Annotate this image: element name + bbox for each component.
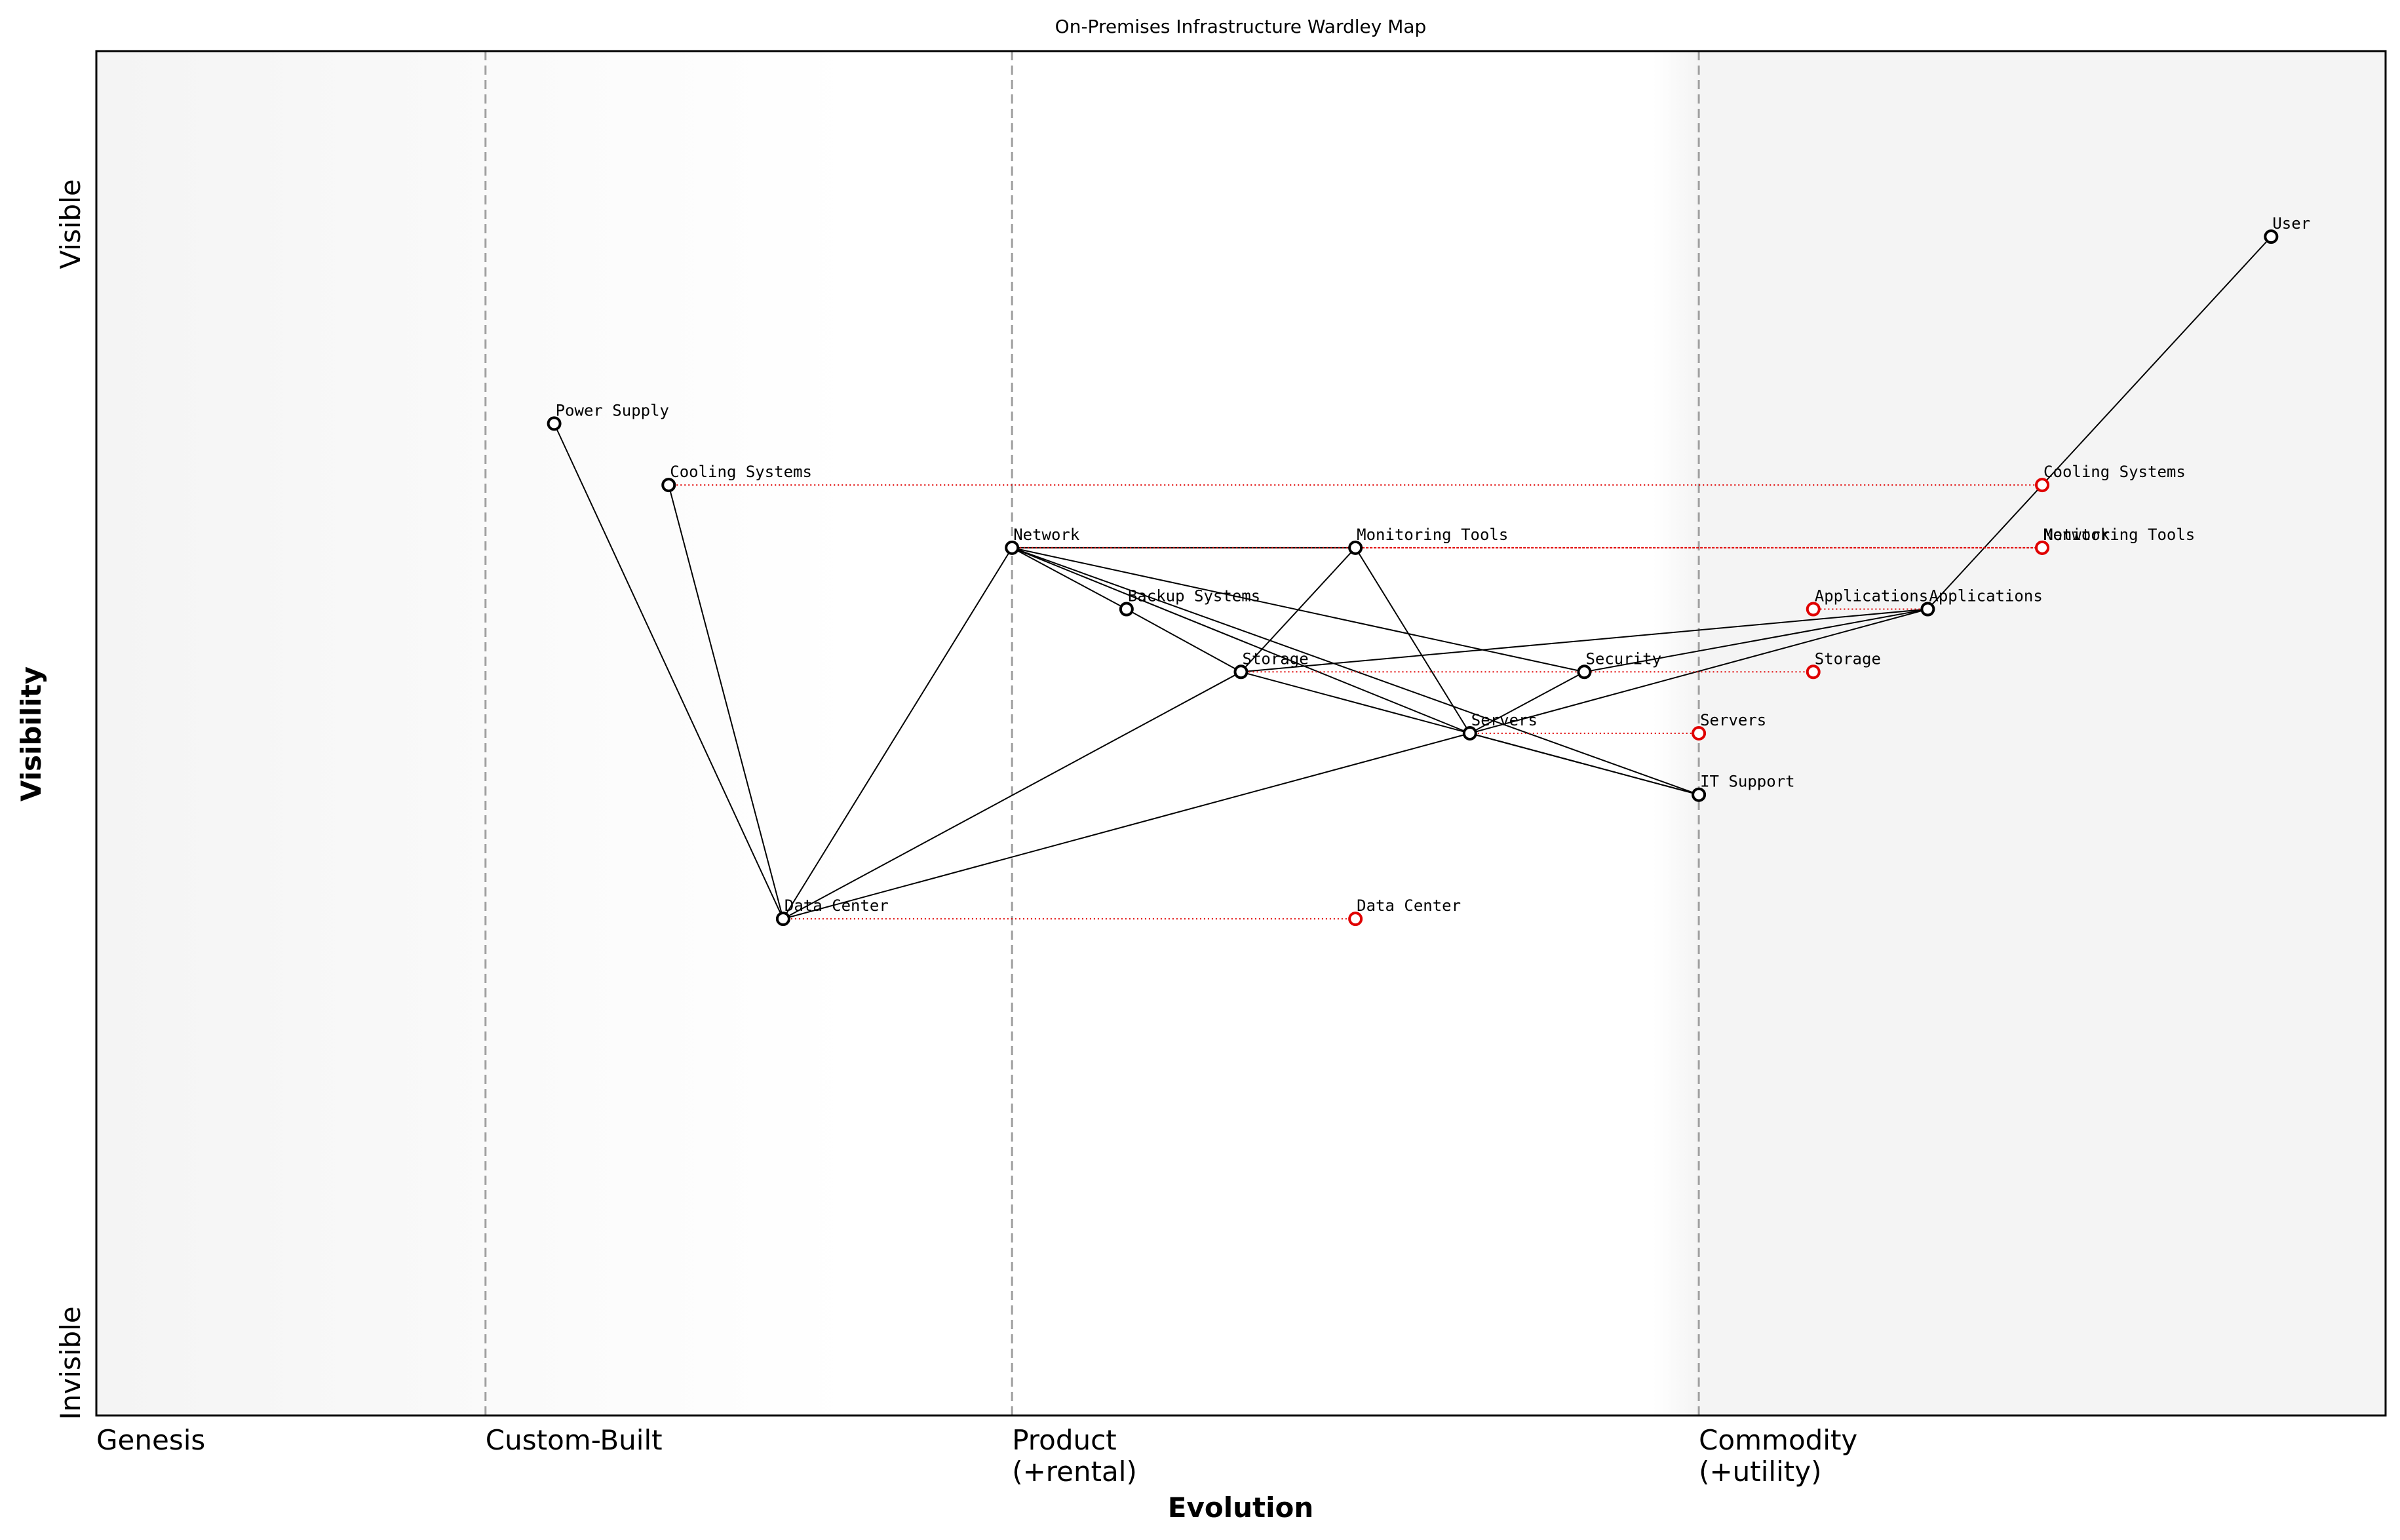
component-label: Monitoring Tools	[1357, 526, 1508, 544]
plot-frame	[95, 50, 2387, 1417]
evolved-component-label: Cooling Systems	[2043, 463, 2186, 481]
component-label: Applications	[1929, 587, 2042, 606]
plot-background	[96, 51, 2386, 1415]
evolved-component-node	[2035, 478, 2050, 493]
dependency-link	[1469, 671, 1585, 734]
component-node	[1462, 726, 1477, 741]
component-label: Servers	[1471, 711, 1538, 729]
y-axis-invisible-label: Invisible	[54, 1306, 87, 1419]
component-node	[1348, 540, 1363, 555]
component-label: Security	[1585, 649, 1661, 668]
component-node	[1005, 540, 1020, 555]
stage-label: Product (+rental)	[1012, 1424, 1137, 1488]
evolved-component-node	[1806, 602, 1821, 617]
map-title: On-Premises Infrastructure Wardley Map	[1055, 16, 1427, 37]
component-label: Power Supply	[556, 401, 669, 419]
evolved-component-node	[1692, 726, 1707, 741]
component-label: Cooling Systems	[670, 463, 812, 481]
stage-label: Commodity (+utility)	[1699, 1424, 1857, 1488]
y-axis-title: Visibility	[15, 666, 47, 801]
component-node	[1233, 664, 1248, 680]
component-node	[1692, 787, 1707, 802]
evolved-component-label: Applications	[1815, 587, 1928, 606]
component-node	[2264, 229, 2279, 244]
dependency-link	[1011, 547, 1471, 734]
dependency-link	[668, 484, 784, 919]
component-node	[1119, 602, 1134, 617]
component-label: User	[2272, 214, 2310, 233]
dependency-link	[1355, 547, 1471, 734]
evolved-component-label: Monitoring Tools	[2043, 526, 2195, 544]
component-node	[775, 912, 790, 927]
dependency-link	[783, 547, 1013, 919]
evolved-component-node	[2035, 540, 2050, 555]
evolved-component-node	[1806, 664, 1821, 680]
dependency-link	[1927, 236, 2272, 610]
dependency-link	[553, 423, 784, 919]
component-node	[661, 478, 676, 493]
component-node	[547, 416, 562, 431]
component-label: Storage	[1243, 649, 1309, 668]
dependency-link	[1584, 608, 1928, 673]
stage-label: Custom-Built	[486, 1424, 663, 1456]
dependency-link	[1011, 547, 1127, 610]
dependency-link	[1240, 547, 1356, 672]
dependency-link	[1241, 608, 1928, 673]
component-node	[1577, 664, 1592, 680]
component-node	[1920, 602, 1935, 617]
dependency-link	[1011, 547, 1699, 796]
dependency-link	[783, 733, 1471, 920]
dependency-link	[783, 671, 1241, 920]
x-axis-title: Evolution	[1168, 1492, 1313, 1524]
stage-label: Genesis	[96, 1424, 205, 1456]
evolution-links	[668, 484, 2043, 920]
dependency-link	[1126, 608, 1241, 673]
component-label: Backup Systems	[1128, 587, 1260, 606]
evolved-component-label: Data Center	[1357, 896, 1461, 915]
component-label: Network	[1013, 526, 1080, 544]
evolved-component-node	[1348, 912, 1363, 927]
component-label: IT Support	[1700, 773, 1795, 791]
component-label: Data Center	[784, 896, 889, 915]
y-axis-visible-label: Visible	[54, 179, 87, 269]
evolution-stage-labels: Genesis Custom-Built Product (+rental) Commo…	[96, 1424, 1857, 1488]
evolved-component-label: Network	[2043, 526, 2110, 544]
dependency-link	[1469, 608, 1928, 734]
evolved-component-label: Storage	[1815, 649, 1881, 668]
dependency-link	[1469, 733, 1699, 796]
evolved-component-label: Servers	[1700, 711, 1766, 729]
